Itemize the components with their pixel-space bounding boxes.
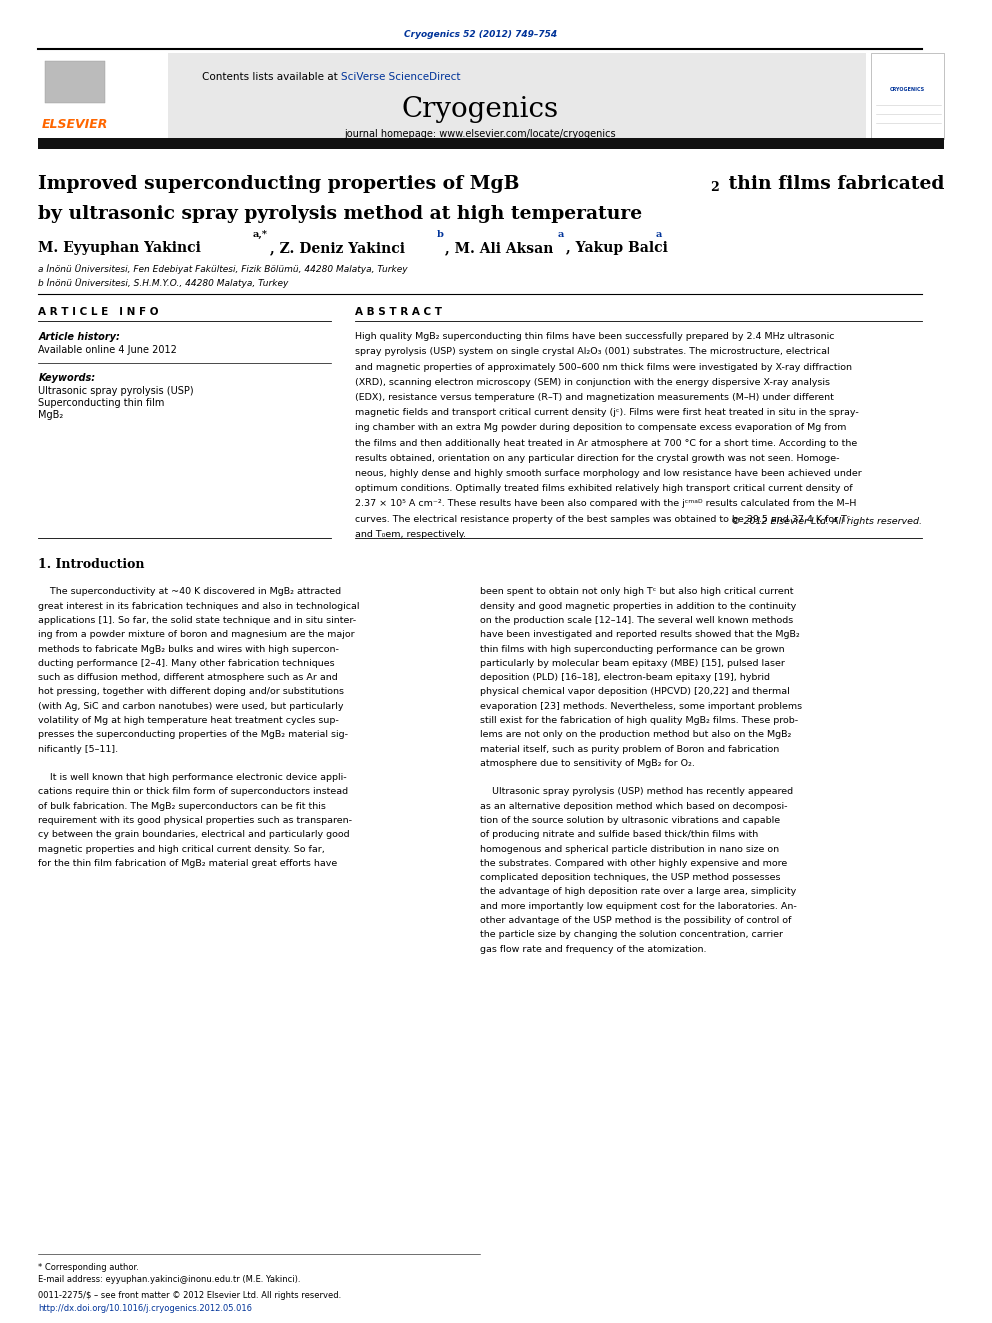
Text: The superconductivity at ~40 K discovered in MgB₂ attracted: The superconductivity at ~40 K discovere… (39, 587, 341, 597)
Text: such as diffusion method, different atmosphere such as Ar and: such as diffusion method, different atmo… (39, 673, 338, 683)
Text: Available online 4 June 2012: Available online 4 June 2012 (39, 345, 178, 356)
Text: , Z. Deniz Yakinci: , Z. Deniz Yakinci (270, 241, 405, 255)
Text: have been investigated and reported results showed that the MgB₂: have been investigated and reported resu… (480, 630, 800, 639)
Text: E-mail address: eyyuphan.yakinci@inonu.edu.tr (M.E. Yakinci).: E-mail address: eyyuphan.yakinci@inonu.e… (39, 1275, 301, 1285)
Text: methods to fabricate MgB₂ bulks and wires with high supercon-: methods to fabricate MgB₂ bulks and wire… (39, 644, 339, 654)
Text: nificantly [5–11].: nificantly [5–11]. (39, 745, 118, 754)
Text: a,*: a,* (253, 230, 268, 239)
Text: Keywords:: Keywords: (39, 373, 95, 384)
Bar (39, 53, 866, 139)
Text: neous, highly dense and highly smooth surface morphology and low resistance have: neous, highly dense and highly smooth su… (355, 470, 862, 478)
Text: gas flow rate and frequency of the atomization.: gas flow rate and frequency of the atomi… (480, 945, 706, 954)
Text: a: a (558, 230, 564, 239)
Text: 0011-2275/$ – see front matter © 2012 Elsevier Ltd. All rights reserved.: 0011-2275/$ – see front matter © 2012 El… (39, 1291, 341, 1301)
Text: spray pyrolysis (USP) system on single crystal Al₂O₃ (001) substrates. The micro: spray pyrolysis (USP) system on single c… (355, 347, 830, 356)
Text: by ultrasonic spray pyrolysis method at high temperature: by ultrasonic spray pyrolysis method at … (39, 205, 643, 224)
Text: 1. Introduction: 1. Introduction (39, 558, 145, 572)
Text: on the production scale [12–14]. The several well known methods: on the production scale [12–14]. The sev… (480, 617, 794, 624)
Bar (39, 138, 943, 149)
Text: (with Ag, SiC and carbon nanotubes) were used, but particularly: (with Ag, SiC and carbon nanotubes) were… (39, 701, 344, 710)
Text: b: b (436, 230, 443, 239)
Text: and magnetic properties of approximately 500–600 nm thick films were investigate: and magnetic properties of approximately… (355, 363, 852, 372)
Text: M. Eyyuphan Yakinci: M. Eyyuphan Yakinci (39, 241, 201, 255)
Text: , Yakup Balci: , Yakup Balci (565, 241, 668, 255)
Text: , M. Ali Aksan: , M. Ali Aksan (444, 241, 553, 255)
Text: CRYOGENICS: CRYOGENICS (890, 87, 925, 93)
Text: physical chemical vapor deposition (HPCVD) [20,22] and thermal: physical chemical vapor deposition (HPCV… (480, 688, 790, 696)
Text: Ultrasonic spray pyrolysis (USP) method has recently appeared: Ultrasonic spray pyrolysis (USP) method … (480, 787, 794, 796)
Text: b İnönü Üniversitesi, S.H.M.Y.O., 44280 Malatya, Turkey: b İnönü Üniversitesi, S.H.M.Y.O., 44280 … (39, 278, 289, 287)
Text: ing chamber with an extra Mg powder during deposition to compensate excess evapo: ing chamber with an extra Mg powder duri… (355, 423, 846, 433)
Text: homogenous and spherical particle distribution in nano size on: homogenous and spherical particle distri… (480, 844, 779, 853)
Text: © 2012 Elsevier Ltd. All rights reserved.: © 2012 Elsevier Ltd. All rights reserved… (731, 517, 922, 527)
Text: still exist for the fabrication of high quality MgB₂ films. These prob-: still exist for the fabrication of high … (480, 716, 799, 725)
Text: and more importantly low equipment cost for the laboratories. An-: and more importantly low equipment cost … (480, 902, 797, 910)
Text: magnetic fields and transport critical current density (jᶜ). Films were first he: magnetic fields and transport critical c… (355, 407, 859, 417)
Text: magnetic properties and high critical current density. So far,: magnetic properties and high critical cu… (39, 844, 325, 853)
Text: SciVerse ScienceDirect: SciVerse ScienceDirect (341, 71, 460, 82)
Text: presses the superconducting properties of the MgB₂ material sig-: presses the superconducting properties o… (39, 730, 348, 740)
Text: a: a (656, 230, 663, 239)
Text: particularly by molecular beam epitaxy (MBE) [15], pulsed laser: particularly by molecular beam epitaxy (… (480, 659, 785, 668)
Text: Ultrasonic spray pyrolysis (USP): Ultrasonic spray pyrolysis (USP) (39, 386, 194, 397)
Text: thin films with high superconducting performance can be grown: thin films with high superconducting per… (480, 644, 785, 654)
Text: evaporation [23] methods. Nevertheless, some important problems: evaporation [23] methods. Nevertheless, … (480, 701, 803, 710)
Text: been spent to obtain not only high Tᶜ but also high critical current: been spent to obtain not only high Tᶜ bu… (480, 587, 794, 597)
Text: hot pressing, together with different doping and/or substitutions: hot pressing, together with different do… (39, 688, 344, 696)
Text: the particle size by changing the solution concentration, carrier: the particle size by changing the soluti… (480, 930, 783, 939)
Text: Contents lists available at: Contents lists available at (201, 71, 341, 82)
Text: for the thin film fabrication of MgB₂ material great efforts have: for the thin film fabrication of MgB₂ ma… (39, 859, 337, 868)
Text: atmosphere due to sensitivity of MgB₂ for O₂.: atmosphere due to sensitivity of MgB₂ fo… (480, 759, 695, 767)
Text: ELSEVIER: ELSEVIER (42, 118, 108, 131)
Text: Cryogenics 52 (2012) 749–754: Cryogenics 52 (2012) 749–754 (404, 30, 557, 40)
Text: results obtained, orientation on any particular direction for the crystal growth: results obtained, orientation on any par… (355, 454, 840, 463)
Text: complicated deposition techniques, the USP method possesses: complicated deposition techniques, the U… (480, 873, 781, 882)
Text: optimum conditions. Optimally treated films exhibited relatively high transport : optimum conditions. Optimally treated fi… (355, 484, 853, 493)
Text: ing from a powder mixture of boron and magnesium are the major: ing from a powder mixture of boron and m… (39, 630, 355, 639)
Text: A B S T R A C T: A B S T R A C T (355, 307, 442, 318)
Text: (XRD), scanning electron microscopy (SEM) in conjunction with the energy dispers: (XRD), scanning electron microscopy (SEM… (355, 378, 830, 386)
Text: of bulk fabrication. The MgB₂ superconductors can be fit this: of bulk fabrication. The MgB₂ supercondu… (39, 802, 326, 811)
Bar (39, 53, 168, 139)
Text: of producing nitrate and sulfide based thick/thin films with: of producing nitrate and sulfide based t… (480, 831, 758, 839)
Text: great interest in its fabrication techniques and also in technological: great interest in its fabrication techni… (39, 602, 360, 611)
Text: thin films fabricated: thin films fabricated (722, 175, 944, 193)
Text: cations require thin or thick film form of superconductors instead: cations require thin or thick film form … (39, 787, 348, 796)
Text: High quality MgB₂ superconducting thin films have been successfully prepared by : High quality MgB₂ superconducting thin f… (355, 332, 834, 341)
Text: 2.37 × 10⁵ A cm⁻². These results have been also compared with the jᶜᵐᵃᴰ results : 2.37 × 10⁵ A cm⁻². These results have be… (355, 499, 857, 508)
Text: and T₀em, respectively.: and T₀em, respectively. (355, 529, 466, 538)
Text: tion of the source solution by ultrasonic vibrations and capable: tion of the source solution by ultrasoni… (480, 816, 780, 826)
Bar (871, 53, 943, 139)
Text: volatility of Mg at high temperature heat treatment cycles sup-: volatility of Mg at high temperature hea… (39, 716, 339, 725)
Text: cy between the grain boundaries, electrical and particularly good: cy between the grain boundaries, electri… (39, 831, 350, 839)
Text: the advantage of high deposition rate over a large area, simplicity: the advantage of high deposition rate ov… (480, 888, 797, 897)
Text: Superconducting thin film: Superconducting thin film (39, 398, 165, 409)
Text: journal homepage: www.elsevier.com/locate/cryogenics: journal homepage: www.elsevier.com/locat… (344, 128, 616, 139)
Text: Improved superconducting properties of MgB: Improved superconducting properties of M… (39, 175, 520, 193)
Text: Cryogenics: Cryogenics (402, 97, 558, 123)
Text: * Corresponding author.: * Corresponding author. (39, 1263, 139, 1273)
Bar (45, 61, 105, 103)
Text: material itself, such as purity problem of Boron and fabrication: material itself, such as purity problem … (480, 745, 780, 754)
Text: requirement with its good physical properties such as transparen-: requirement with its good physical prope… (39, 816, 352, 826)
Text: the substrates. Compared with other highly expensive and more: the substrates. Compared with other high… (480, 859, 788, 868)
Text: MgB₂: MgB₂ (39, 410, 63, 421)
Text: http://dx.doi.org/10.1016/j.cryogenics.2012.05.016: http://dx.doi.org/10.1016/j.cryogenics.2… (39, 1304, 252, 1314)
Text: 2: 2 (710, 181, 719, 194)
Text: (EDX), resistance versus temperature (R–T) and magnetization measurements (M–H) : (EDX), resistance versus temperature (R–… (355, 393, 834, 402)
Text: the films and then additionally heat treated in Ar atmosphere at 700 °C for a sh: the films and then additionally heat tre… (355, 439, 857, 447)
Text: other advantage of the USP method is the possibility of control of: other advantage of the USP method is the… (480, 916, 792, 925)
Text: Article history:: Article history: (39, 332, 120, 343)
Text: a İnönü Üniversitesi, Fen Edebiyat Fakültesi, Fizik Bölümü, 44280 Malatya, Turke: a İnönü Üniversitesi, Fen Edebiyat Fakül… (39, 265, 408, 274)
Text: It is well known that high performance electronic device appli-: It is well known that high performance e… (39, 773, 347, 782)
Text: ducting performance [2–4]. Many other fabrication techniques: ducting performance [2–4]. Many other fa… (39, 659, 335, 668)
Text: applications [1]. So far, the solid state technique and in situ sinter-: applications [1]. So far, the solid stat… (39, 617, 356, 624)
Text: density and good magnetic properties in addition to the continuity: density and good magnetic properties in … (480, 602, 797, 611)
Text: deposition (PLD) [16–18], electron-beam epitaxy [19], hybrid: deposition (PLD) [16–18], electron-beam … (480, 673, 770, 683)
Text: curves. The electrical resistance property of the best samples was obtained to b: curves. The electrical resistance proper… (355, 515, 851, 524)
Text: as an alternative deposition method which based on decomposi-: as an alternative deposition method whic… (480, 802, 788, 811)
Text: lems are not only on the production method but also on the MgB₂: lems are not only on the production meth… (480, 730, 792, 740)
Text: A R T I C L E   I N F O: A R T I C L E I N F O (39, 307, 159, 318)
